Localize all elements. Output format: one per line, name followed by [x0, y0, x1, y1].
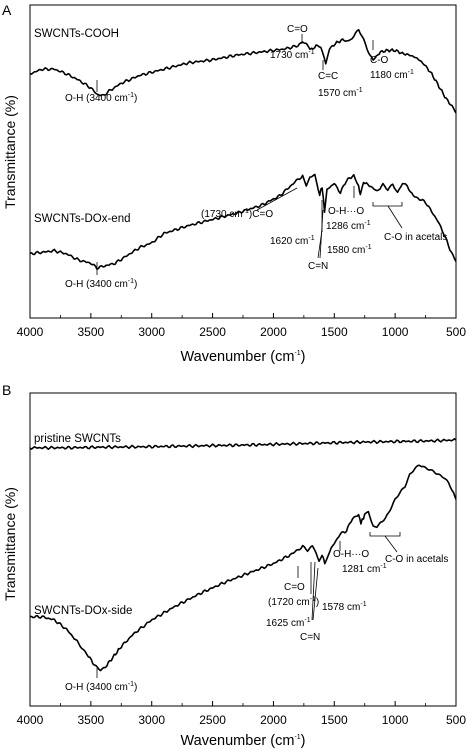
annotation-co-wavenumber: 1730 cm-1 [270, 49, 315, 61]
annotation-co-label: C=O [287, 24, 308, 35]
series-line-swcnts-dox-side [29, 464, 457, 672]
annotation-oh-cooh: O-H (3400 cm-1) [65, 92, 137, 104]
x-tick-label: 2500 [199, 713, 226, 727]
leader-line [319, 209, 324, 259]
leader-line [311, 561, 316, 621]
annotation-co-dox-side-wavenumber: (1720 cm-1) [268, 596, 319, 608]
annotation-1281: 1281 cm-1 [342, 563, 387, 575]
x-tick-label: 1500 [321, 325, 348, 339]
panel-b-annotations: O-H (3400 cm-1) C=O (1720 cm-1) 1625 cm-… [65, 549, 448, 693]
annotation-c-o-label: C-O [370, 55, 389, 66]
panel-b: B 4000 3500 3000 2500 2000 1500 1000 500 Transm… [2, 382, 466, 749]
x-tick-label: 2000 [260, 713, 287, 727]
annotation-1625: 1625 cm-1 [266, 617, 311, 629]
annotation-oh-o-dox-side: O-H···O [333, 549, 369, 560]
x-tick-label: 3500 [78, 713, 105, 727]
annotation-1578: 1578 cm-1 [322, 601, 367, 613]
panel-a-annotation-lines [96, 34, 403, 275]
x-tick-label: 3000 [138, 713, 165, 727]
panel-a-x-ticks: 4000 3500 3000 2500 2000 1500 1000 500 [17, 313, 466, 339]
series-label-swcnts-dox-end: SWCNTs-DOx-end [34, 213, 130, 225]
annotation-acetals-dox-end: C-O in acetals [384, 232, 447, 243]
annotation-c-o-wavenumber: 1180 cm-1 [370, 69, 414, 81]
x-tick-label: 1000 [382, 713, 409, 727]
x-tick-label: 1000 [382, 325, 409, 339]
series-line-swcnts-cooh [29, 28, 457, 114]
x-tick-label: 3500 [78, 325, 105, 339]
x-tick-label: 4000 [17, 713, 44, 727]
series-line-pristine-swcnts [29, 438, 457, 451]
panel-b-x-ticks: 4000 3500 3000 2500 2000 1500 1000 500 [17, 701, 466, 727]
panel-b-x-axis-label: Wavenumber (cm-1) [181, 733, 306, 749]
annotation-co-dox-side-label: C=O [284, 582, 305, 593]
leader-line [256, 187, 298, 211]
x-tick-label: 3000 [138, 325, 165, 339]
series-label-swcnts-cooh: SWCNTs-COOH [34, 28, 119, 40]
annotation-oh-dox-end: O-H (3400 cm-1) [65, 278, 137, 290]
panel-a-letter: A [2, 2, 12, 18]
x-tick-label: 500 [446, 713, 466, 727]
panel-a-y-axis-label: Transmittance (%) [2, 95, 18, 209]
x-tick-label: 2000 [260, 325, 287, 339]
panel-a: A 4000 3500 3000 2500 2000 1500 1000 500 Transm… [2, 2, 466, 365]
series-label-pristine-swcnts: pristine SWCNTs [34, 433, 121, 445]
x-tick-label: 4000 [17, 325, 44, 339]
leader-line [387, 205, 403, 229]
annotation-cn-dox-side: C=N [300, 632, 320, 643]
annotation-acetals-dox-side: C-O in acetals [385, 554, 448, 565]
x-tick-label: 1500 [321, 713, 348, 727]
panel-a-frame [29, 4, 457, 319]
annotation-cc-label: C=C [318, 71, 338, 82]
series-label-swcnts-dox-side: SWCNTs-DOx-side [34, 605, 132, 617]
annotation-1620: 1620 cm-1 [270, 235, 315, 247]
annotation-cc-wavenumber: 1570 cm-1 [318, 87, 363, 99]
bracket [369, 532, 401, 537]
panel-a-annotations: O-H (3400 cm-1) C=O 1730 cm-1 C=C 1570 c… [65, 24, 447, 290]
x-tick-label: 500 [446, 325, 466, 339]
annotation-co-dox-end: (1730 cm-1)C=O [201, 208, 273, 220]
panel-b-y-axis-label: Transmittance (%) [2, 487, 18, 601]
panel-b-letter: B [2, 382, 11, 398]
panel-a-x-axis-label: Wavenumber (cm-1) [181, 349, 306, 365]
annotation-cn-dox-end: C=N [308, 261, 328, 272]
annotation-1580: 1580 cm-1 [327, 244, 372, 256]
leader-line [384, 535, 398, 553]
leader-line [312, 567, 319, 621]
bracket [372, 202, 403, 207]
panel-b-annotation-lines [96, 532, 401, 678]
series-line-swcnts-dox-end [29, 173, 457, 270]
annotation-oh-o-dox-end: O-H···O [328, 206, 364, 217]
annotation-1286: 1286 cm-1 [326, 220, 371, 232]
x-tick-label: 2500 [199, 325, 226, 339]
annotation-oh-dox-side: O-H (3400 cm-1) [65, 681, 137, 693]
